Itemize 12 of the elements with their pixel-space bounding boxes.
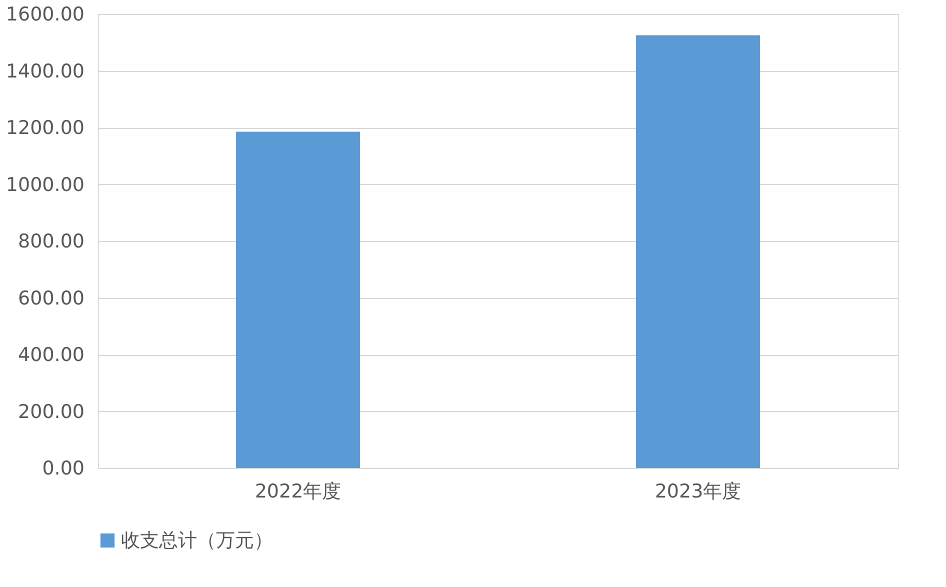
- x-tick-label: 2022年度: [254, 480, 342, 502]
- legend-label: 收支总计（万元）: [121, 530, 273, 552]
- y-tick-label: 200.00: [18, 400, 84, 423]
- y-tick-label: 400.00: [18, 344, 84, 366]
- y-tick-label: 800.00: [18, 230, 84, 252]
- y-tick-label: 1600.00: [6, 4, 84, 26]
- y-tick-label: 0.00: [42, 458, 84, 480]
- y-tick-label: 1400.00: [6, 60, 84, 82]
- y-tick-label: 600.00: [18, 287, 84, 310]
- x-tick-label: 2023年度: [654, 480, 742, 502]
- y-tick-label: 1000.00: [6, 174, 84, 196]
- y-tick-label: 1200.00: [6, 117, 84, 139]
